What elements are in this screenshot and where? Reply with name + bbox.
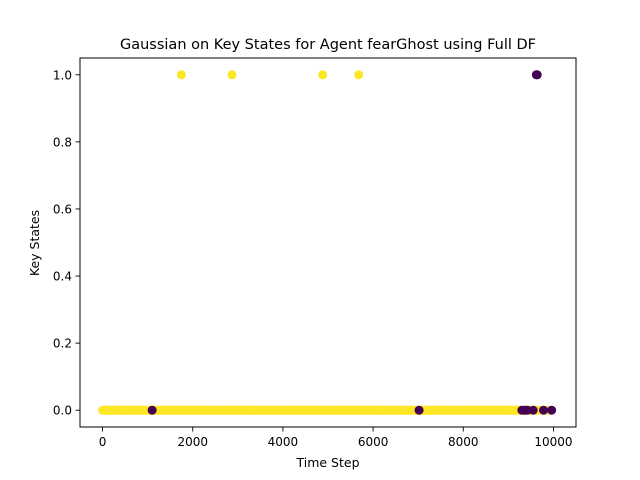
x-axis-label: Time Step [295, 455, 359, 470]
x-tick-label: 10000 [534, 435, 572, 449]
x-tick-label: 8000 [448, 435, 479, 449]
y-tick-label: 0.4 [53, 270, 72, 284]
data-point [354, 70, 364, 80]
y-axis-label: Key States [27, 210, 42, 276]
x-axis-ticks: 0 2000 4000 6000 8000 10000 [99, 427, 573, 449]
chart-title: Gaussian on Key States for Agent fearGho… [120, 37, 536, 53]
data-point [318, 70, 328, 80]
y-tick-label: 0.2 [53, 337, 72, 351]
y-tick-label: 0.8 [53, 135, 72, 149]
x-tick-label: 6000 [358, 435, 389, 449]
x-tick-label: 4000 [268, 435, 299, 449]
y-tick-label: 1.0 [53, 68, 72, 82]
y-tick-label: 0.0 [53, 404, 72, 418]
data-point [227, 70, 237, 80]
points-layer [98, 70, 557, 415]
y-tick-label: 0.6 [53, 202, 72, 216]
data-point [147, 405, 157, 415]
y-axis-ticks: 0.0 0.2 0.4 0.6 0.8 1.0 [53, 68, 80, 418]
plot-frame [79, 57, 577, 428]
data-point [414, 405, 424, 415]
data-point [528, 405, 538, 415]
x-tick-label: 2000 [177, 435, 208, 449]
data-point [176, 70, 186, 80]
data-point [539, 405, 549, 415]
x-tick-label: 0 [99, 435, 107, 449]
data-point [547, 405, 557, 415]
data-point [532, 70, 542, 80]
